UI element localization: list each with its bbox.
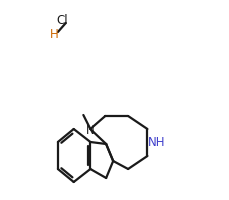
Text: N: N — [86, 123, 95, 136]
Text: NH: NH — [147, 136, 165, 149]
Text: H: H — [50, 28, 59, 41]
Text: Cl: Cl — [57, 13, 68, 26]
